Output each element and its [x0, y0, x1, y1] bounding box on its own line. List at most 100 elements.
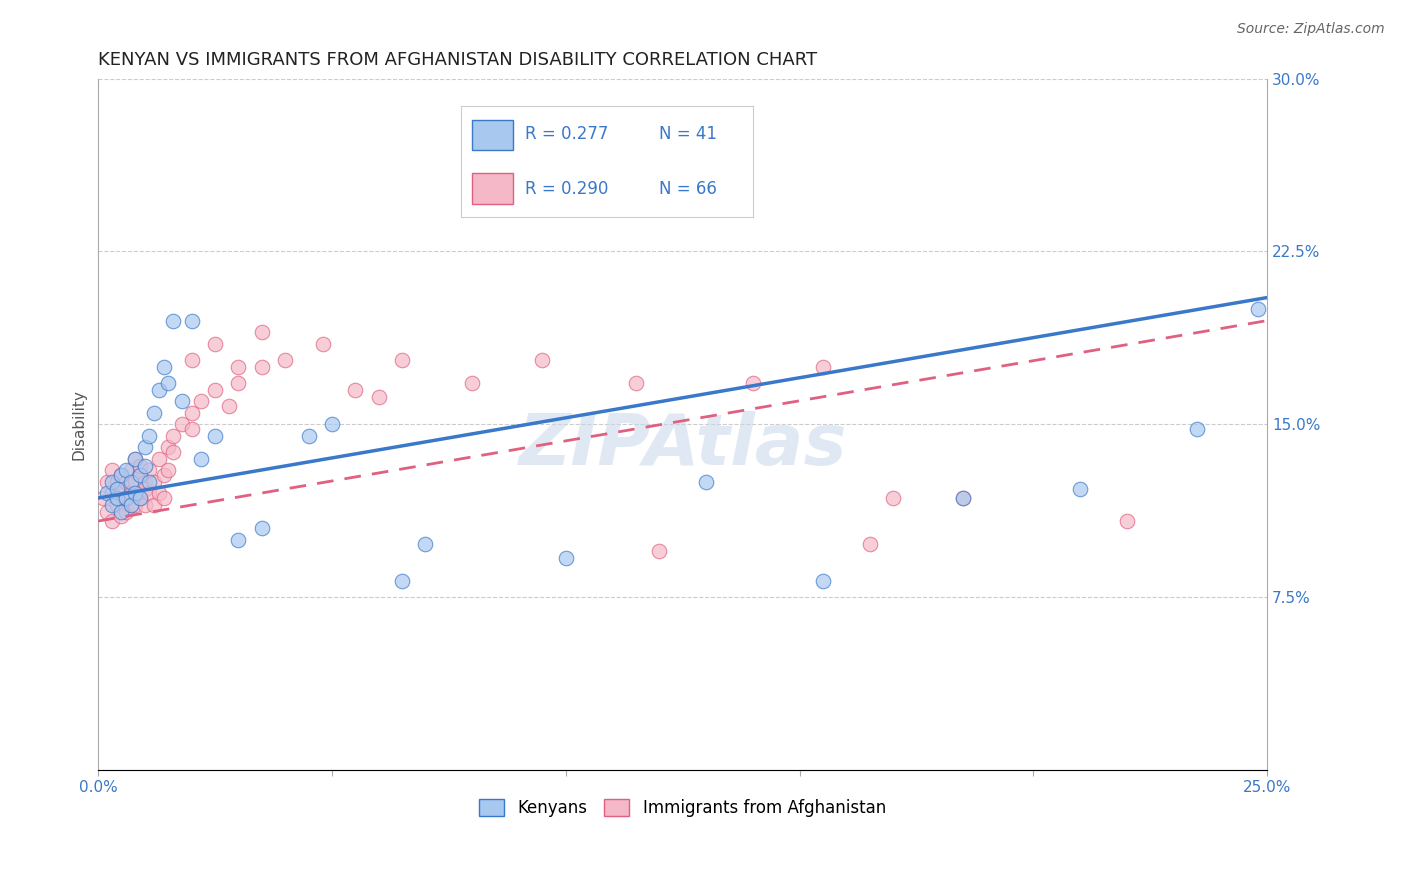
Point — [101, 463, 124, 477]
Point — [105, 482, 128, 496]
Point — [952, 491, 974, 505]
Point — [129, 467, 152, 482]
Point — [882, 491, 904, 505]
Point — [554, 551, 576, 566]
Point — [110, 467, 132, 482]
Point — [115, 491, 138, 505]
Point — [811, 359, 834, 374]
Point — [152, 491, 174, 505]
Point — [162, 429, 184, 443]
Point — [741, 376, 763, 390]
Point — [138, 486, 160, 500]
Point — [124, 451, 146, 466]
Point — [110, 509, 132, 524]
Point — [250, 521, 273, 535]
Point — [297, 429, 319, 443]
Point — [461, 376, 484, 390]
Point — [228, 533, 250, 547]
Point — [124, 451, 146, 466]
Point — [143, 498, 166, 512]
Point — [1116, 514, 1139, 528]
Point — [96, 475, 118, 489]
Point — [138, 475, 160, 489]
Point — [172, 394, 194, 409]
Point — [134, 475, 156, 489]
Point — [228, 359, 250, 374]
Point — [101, 514, 124, 528]
Point — [157, 376, 180, 390]
Point — [391, 352, 413, 367]
Point — [120, 463, 142, 477]
Point — [101, 498, 124, 512]
Point — [180, 352, 202, 367]
Point — [1069, 482, 1091, 496]
Point — [648, 544, 671, 558]
Point — [148, 451, 170, 466]
Point — [124, 475, 146, 489]
Point — [143, 475, 166, 489]
Point — [148, 383, 170, 397]
Point — [105, 498, 128, 512]
Point — [134, 458, 156, 473]
Point — [157, 440, 180, 454]
Y-axis label: Disability: Disability — [72, 389, 86, 459]
Point — [321, 417, 343, 432]
Point — [1247, 301, 1270, 316]
Point — [105, 491, 128, 505]
Point — [105, 475, 128, 489]
Point — [204, 429, 226, 443]
Point — [129, 491, 152, 505]
Text: KENYAN VS IMMIGRANTS FROM AFGHANISTAN DISABILITY CORRELATION CHART: KENYAN VS IMMIGRANTS FROM AFGHANISTAN DI… — [98, 51, 817, 69]
Point — [811, 574, 834, 588]
Point — [695, 475, 717, 489]
Point — [91, 491, 114, 505]
Point — [120, 486, 142, 500]
Point — [152, 467, 174, 482]
Point — [129, 458, 152, 473]
Point — [218, 399, 240, 413]
Point — [115, 505, 138, 519]
Point — [124, 486, 146, 500]
Point — [344, 383, 367, 397]
Point — [101, 486, 124, 500]
Point — [110, 482, 132, 496]
Point — [129, 491, 152, 505]
Point — [311, 336, 333, 351]
Text: Source: ZipAtlas.com: Source: ZipAtlas.com — [1237, 22, 1385, 37]
Point — [120, 475, 142, 489]
Point — [859, 537, 882, 551]
Point — [129, 467, 152, 482]
Point — [110, 505, 132, 519]
Point — [250, 325, 273, 339]
Point — [120, 498, 142, 512]
Point — [162, 313, 184, 327]
Point — [96, 505, 118, 519]
Point — [531, 352, 554, 367]
Point — [180, 406, 202, 420]
Point — [415, 537, 437, 551]
Point — [172, 417, 194, 432]
Point — [115, 463, 138, 477]
Point — [204, 383, 226, 397]
Point — [180, 422, 202, 436]
Point — [152, 359, 174, 374]
Point — [143, 406, 166, 420]
Point — [190, 394, 212, 409]
Point — [367, 390, 389, 404]
Point — [110, 467, 132, 482]
Point — [204, 336, 226, 351]
Point — [250, 359, 273, 374]
Text: ZIPAtlas: ZIPAtlas — [519, 410, 846, 480]
Point — [274, 352, 297, 367]
Point — [120, 498, 142, 512]
Point — [228, 376, 250, 390]
Point — [134, 482, 156, 496]
Point — [1185, 422, 1208, 436]
Point — [391, 574, 413, 588]
Point — [105, 491, 128, 505]
Point — [96, 486, 118, 500]
Point — [162, 445, 184, 459]
Point — [138, 463, 160, 477]
Point — [180, 313, 202, 327]
Point — [190, 451, 212, 466]
